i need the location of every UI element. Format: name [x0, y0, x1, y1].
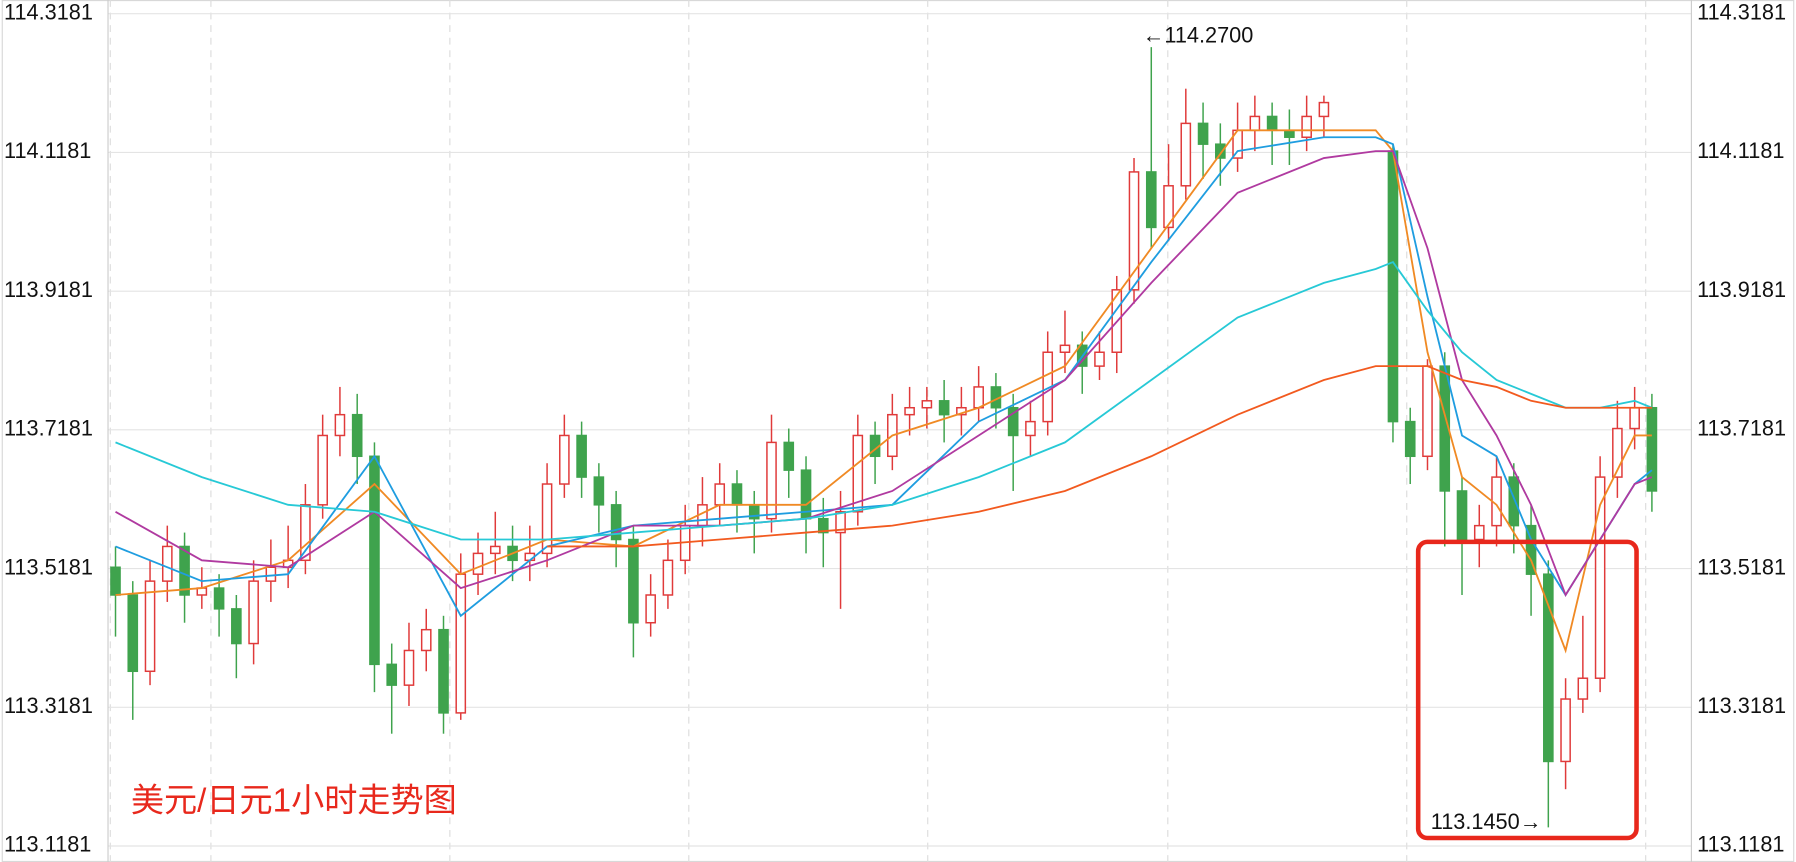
- candle-body: [1560, 698, 1571, 763]
- candle-body: [541, 483, 553, 555]
- y-tick-label-right: 113.1181: [1697, 832, 1784, 857]
- candle-body: [110, 566, 121, 596]
- candle-body: [714, 483, 726, 506]
- candle-body: [731, 483, 743, 506]
- candle-body: [420, 628, 432, 652]
- candle-body: [231, 608, 242, 645]
- candle-body: [1629, 406, 1640, 430]
- candle-body: [403, 649, 415, 686]
- y-tick-label: 114.3181: [4, 0, 93, 24]
- candle-body: [817, 517, 829, 534]
- moving-average-line: [115, 136, 1653, 618]
- candle-body: [1215, 143, 1226, 159]
- candle-body: [783, 441, 795, 471]
- candle-body: [662, 559, 674, 596]
- candle-body: [248, 580, 259, 645]
- candle-body: [1422, 365, 1433, 458]
- candle-body: [1197, 122, 1209, 145]
- candle-body: [921, 400, 933, 409]
- candle-body: [317, 434, 328, 506]
- candle-body: [645, 594, 656, 624]
- candle-body: [628, 538, 639, 624]
- y-tick-label-right: 113.3181: [1697, 693, 1786, 718]
- candle-body: [127, 594, 139, 673]
- plot: [110, 47, 1658, 828]
- candle-body: [386, 663, 398, 686]
- y-tick-label: 114.1181: [4, 138, 91, 163]
- candle-body: [576, 434, 587, 478]
- candle-body: [1059, 344, 1071, 353]
- moving-average-line: [115, 150, 1653, 598]
- candle-body: [1145, 171, 1157, 229]
- y-tick-label-right: 113.7181: [1697, 416, 1786, 441]
- y-tick-label-right: 114.1181: [1697, 138, 1784, 163]
- y-tick-label: 113.3181: [4, 693, 93, 718]
- candle-body: [455, 573, 467, 714]
- candle-body: [1249, 115, 1261, 132]
- moving-average-line: [115, 260, 1653, 541]
- candle-body: [766, 441, 777, 520]
- candle-body: [1007, 406, 1019, 437]
- candle-body: [489, 545, 501, 555]
- candle-body: [1543, 573, 1554, 763]
- candle-body: [265, 566, 277, 582]
- y-tick-label-right: 113.9181: [1697, 277, 1786, 302]
- candle-body: [852, 434, 864, 513]
- candle-body: [1318, 101, 1330, 118]
- candle-body: [1025, 420, 1036, 437]
- candle-body: [1163, 185, 1174, 229]
- candle-body: [1594, 476, 1606, 679]
- chart-title: 美元/日元1小时走势图: [131, 782, 457, 819]
- candle-body: [938, 400, 950, 416]
- candle-body: [351, 413, 363, 458]
- candle-body: [161, 545, 173, 582]
- candle-body: [559, 434, 570, 485]
- candle-body: [144, 580, 156, 673]
- candle-body: [334, 413, 346, 437]
- candle-body: [213, 587, 225, 610]
- candle-body: [1128, 171, 1140, 291]
- candle-body: [1456, 490, 1468, 541]
- y-tick-label: 113.5181: [4, 554, 93, 579]
- y-tick-label-right: 114.3181: [1697, 0, 1786, 24]
- candle-body: [610, 504, 622, 541]
- candle-body: [1404, 420, 1416, 458]
- candle-body: [1577, 677, 1589, 700]
- candle-body: [1387, 150, 1399, 423]
- candle-body: [1266, 115, 1278, 132]
- annotation: ←114.2700: [1143, 22, 1254, 47]
- candle-body: [1180, 122, 1192, 187]
- candle-body: [300, 504, 311, 562]
- candle-body: [904, 406, 915, 416]
- candle-body: [1612, 427, 1623, 478]
- moving-average-line: [547, 365, 1652, 548]
- candle-body: [1284, 129, 1295, 138]
- y-tick-label: 113.1181: [4, 832, 91, 857]
- candle-body: [438, 628, 449, 714]
- candle-body: [1301, 115, 1312, 138]
- candle-body: [472, 552, 484, 575]
- annotation: 113.1450→: [1431, 809, 1542, 834]
- candle-body: [179, 545, 190, 596]
- moving-average-line: [115, 129, 1652, 654]
- candle-body: [1525, 524, 1537, 575]
- candle-body: [1473, 524, 1485, 541]
- candle-body: [835, 511, 846, 534]
- highlight-box: [1415, 539, 1639, 841]
- candle-body: [1094, 351, 1105, 367]
- candle-body: [593, 476, 605, 506]
- y-tick-label: 113.7181: [4, 416, 93, 441]
- y-tick-label: 113.9181: [4, 277, 93, 302]
- candle-body: [973, 386, 984, 409]
- candle-body: [1508, 476, 1520, 527]
- y-tick-label-right: 113.5181: [1697, 554, 1786, 579]
